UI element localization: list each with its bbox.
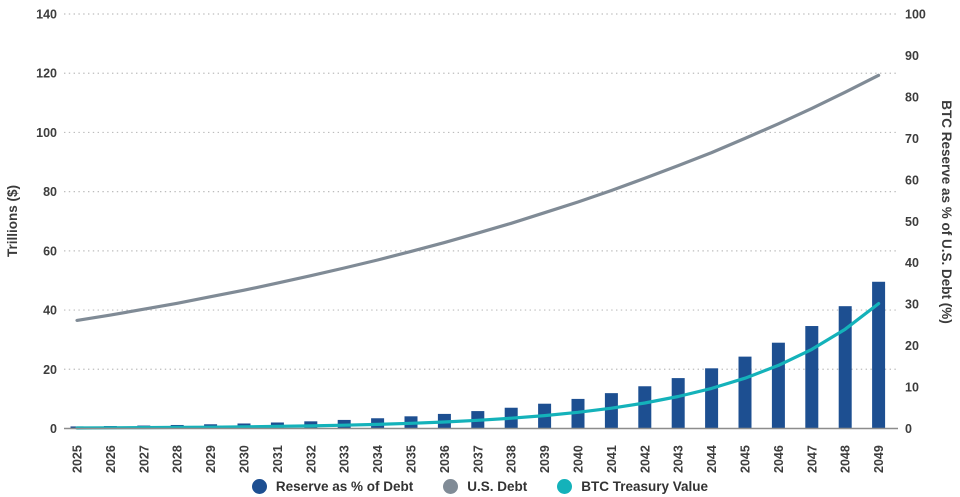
right-axis-title: BTC Reserve as % of U.S. Debt (%) xyxy=(939,100,954,324)
left-axis-tick-labels: 0 20 40 60 80 100 120 140 xyxy=(36,8,57,437)
legend-dot-icon xyxy=(557,479,573,494)
x-label-2035: 2035 xyxy=(405,445,419,473)
left-tick-20: 20 xyxy=(43,363,57,377)
x-label-2028: 2028 xyxy=(171,445,185,473)
x-label-2047: 2047 xyxy=(805,445,819,473)
x-label-2042: 2042 xyxy=(638,445,652,473)
line-btc-treasury-value xyxy=(75,302,881,430)
bar-2048 xyxy=(838,306,852,429)
x-label-2043: 2043 xyxy=(672,445,686,473)
right-tick-80: 80 xyxy=(905,90,919,104)
left-tick-40: 40 xyxy=(43,304,57,318)
right-tick-50: 50 xyxy=(905,215,919,229)
x-label-2027: 2027 xyxy=(137,445,151,473)
right-tick-60: 60 xyxy=(905,173,919,187)
bar-2044 xyxy=(705,368,719,429)
x-label-2046: 2046 xyxy=(772,445,786,473)
bar-2049 xyxy=(872,281,886,429)
x-label-2036: 2036 xyxy=(438,445,452,473)
left-axis-title: Trillions ($) xyxy=(5,185,20,257)
legend-dot-icon xyxy=(443,479,459,494)
x-label-2026: 2026 xyxy=(104,445,118,473)
legend-dot-icon xyxy=(251,479,267,494)
line-series-group xyxy=(75,73,881,430)
right-tick-100: 100 xyxy=(905,8,926,22)
bar-2045 xyxy=(738,356,752,429)
left-tick-60: 60 xyxy=(43,244,57,258)
legend-label: BTC Treasury Value xyxy=(581,479,709,494)
x-label-2029: 2029 xyxy=(204,445,218,473)
bar-2043 xyxy=(671,378,685,429)
right-tick-20: 20 xyxy=(905,339,919,353)
legend-item-reserve-as-of-debt: Reserve as % of Debt xyxy=(251,479,414,494)
right-tick-70: 70 xyxy=(905,132,919,146)
legend-item-u-s-debt: U.S. Debt xyxy=(443,479,527,494)
x-label-2038: 2038 xyxy=(505,445,519,473)
legend-item-btc-treasury-value: BTC Treasury Value xyxy=(557,479,708,494)
left-tick-80: 80 xyxy=(43,185,57,199)
x-label-2032: 2032 xyxy=(304,445,318,473)
bar-2047 xyxy=(805,326,819,429)
x-label-2030: 2030 xyxy=(238,445,252,473)
x-label-2034: 2034 xyxy=(371,445,385,473)
left-tick-120: 120 xyxy=(36,67,57,81)
right-tick-10: 10 xyxy=(905,381,919,395)
legend-label: Reserve as % of Debt xyxy=(275,479,414,494)
chart-legend: Reserve as % of Debt U.S. Debt BTC Treasur… xyxy=(0,479,960,494)
x-label-2049: 2049 xyxy=(872,445,886,473)
x-label-2039: 2039 xyxy=(538,445,552,473)
x-label-2031: 2031 xyxy=(271,445,285,473)
bar-2046 xyxy=(771,342,785,429)
right-tick-90: 90 xyxy=(905,49,919,63)
x-label-2040: 2040 xyxy=(572,445,586,473)
x-label-2045: 2045 xyxy=(739,445,753,473)
right-axis-tick-labels: 0 10 20 30 40 50 60 70 80 90 100 xyxy=(905,8,926,437)
bar-2041 xyxy=(604,393,618,429)
x-axis-year-labels: 2025 2026 2027 2028 2029 2030 2031 2032 2033 2034… xyxy=(71,445,887,473)
gridlines xyxy=(64,13,897,370)
left-tick-100: 100 xyxy=(36,126,57,140)
bar-series-reserve-pct xyxy=(70,281,886,429)
legend-label: U.S. Debt xyxy=(467,479,528,494)
x-label-2033: 2033 xyxy=(338,445,352,473)
right-tick-30: 30 xyxy=(905,298,919,312)
x-label-2037: 2037 xyxy=(471,445,485,473)
right-tick-0: 0 xyxy=(905,422,912,436)
x-label-2025: 2025 xyxy=(71,445,85,473)
x-label-2048: 2048 xyxy=(839,445,853,473)
left-tick-0: 0 xyxy=(50,422,57,436)
x-label-2041: 2041 xyxy=(605,445,619,473)
line-u-s-debt xyxy=(75,73,881,322)
bar-2042 xyxy=(638,386,652,429)
right-tick-40: 40 xyxy=(905,256,919,270)
x-label-2044: 2044 xyxy=(705,445,719,473)
left-tick-140: 140 xyxy=(36,8,57,22)
